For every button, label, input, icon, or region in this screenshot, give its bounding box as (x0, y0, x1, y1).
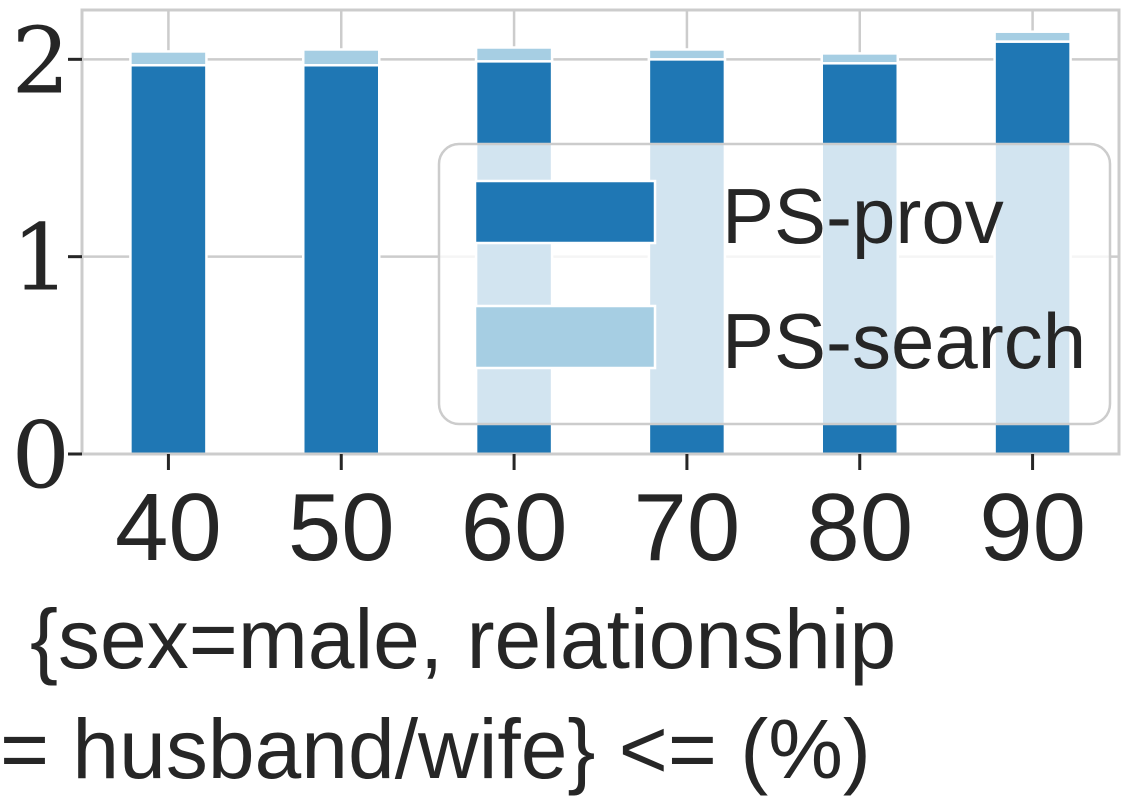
y-tick-label: 1 (11, 205, 70, 312)
x-tick-label: 90 (979, 474, 1086, 581)
axis-ticks: 0 1 2 40 50 60 70 80 90 (11, 7, 1086, 581)
x-tick-label: 60 (461, 474, 568, 581)
bar-ps-search-40 (129, 50, 208, 67)
bar-ps-search-50 (302, 48, 381, 67)
legend-swatch-ps-search (473, 304, 657, 370)
bar-ps-search-70 (647, 48, 727, 61)
bar-ps-search-80 (820, 52, 899, 65)
legend-swatch-ps-prov (473, 179, 657, 245)
x-tick-label: 70 (634, 474, 741, 581)
x-axis-label: {sex=male, relationship = husband/wife} … (0, 592, 896, 796)
x-tick-label: 80 (806, 474, 913, 581)
y-tick-label: 2 (11, 7, 70, 114)
x-axis-label-line-1: {sex=male, relationship (30, 592, 896, 686)
x-tick-label: 40 (115, 474, 222, 581)
bar-ps-prov-40 (129, 64, 208, 456)
bar-ps-prov-50 (302, 64, 381, 456)
plot-frame (80, 8, 1121, 456)
bar-ps-search-90 (993, 30, 1072, 43)
x-tick-label: 50 (288, 474, 395, 581)
legend: PS-prov PS-search (437, 142, 1112, 426)
legend-label-ps-prov: PS-prov (722, 172, 1004, 260)
bar-ps-search-60 (474, 46, 554, 63)
x-axis-label-line-2: = husband/wife} <= (%) (0, 702, 871, 796)
y-tick-label: 0 (11, 402, 70, 509)
legend-label-ps-search: PS-search (722, 297, 1086, 385)
